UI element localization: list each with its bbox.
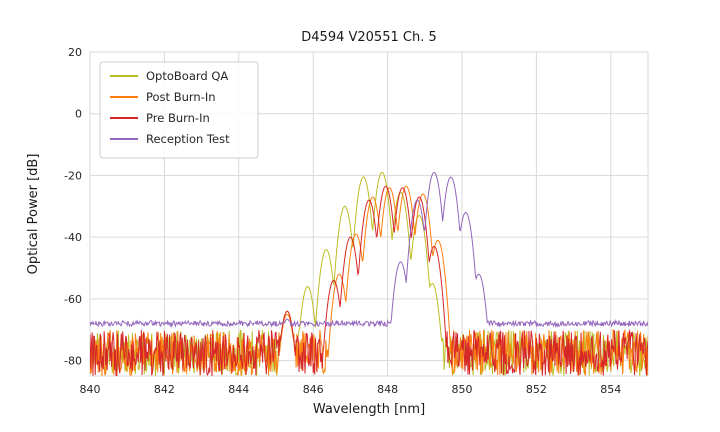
x-tick-label: 850 [452, 383, 473, 396]
x-tick-label: 848 [377, 383, 398, 396]
y-tick-label: -60 [64, 293, 82, 306]
y-tick-label: 20 [68, 46, 82, 59]
legend: OptoBoard QA Post Burn-In Pre Burn-In Recep… [99, 61, 259, 159]
legend-item-reception-test: Reception Test [110, 132, 230, 146]
legend-label: Pre Burn-In [146, 111, 210, 125]
y-tick-label: -40 [64, 231, 82, 244]
legend-item-pre-burn-in: Pre Burn-In [110, 111, 210, 125]
series-line-reception-test [90, 171, 648, 329]
chart-title: D4594 V20551 Ch. 5 [301, 30, 437, 45]
x-tick-label: 844 [228, 383, 249, 396]
plot-frame [89, 51, 649, 377]
x-axis-label: Wavelength [nm] [312, 402, 426, 417]
y-tick-label: -80 [64, 355, 82, 368]
legend-label: Reception Test [146, 132, 230, 146]
series-line-pre-burn-in [90, 185, 648, 376]
x-tick-label: 846 [303, 383, 324, 396]
x-tick-label: 852 [526, 383, 547, 396]
legend-label: Post Burn-In [146, 90, 216, 104]
x-tick-label: 854 [600, 383, 621, 396]
series-group [90, 171, 648, 376]
legend-item-optoboard-qa: OptoBoard QA [110, 69, 228, 83]
legend-item-post-burn-in: Post Burn-In [110, 90, 216, 104]
y-tick-label: 0 [75, 108, 82, 121]
x-tick-label: 842 [154, 383, 175, 396]
legend-box [99, 61, 259, 159]
legend-label: OptoBoard QA [146, 69, 228, 83]
tick-labels: 840 842 844 846 848 850 852 854 20 0 -20 -40 -60 -80 [64, 46, 621, 396]
y-tick-label: -20 [64, 169, 82, 182]
x-tick-label: 840 [80, 383, 101, 396]
